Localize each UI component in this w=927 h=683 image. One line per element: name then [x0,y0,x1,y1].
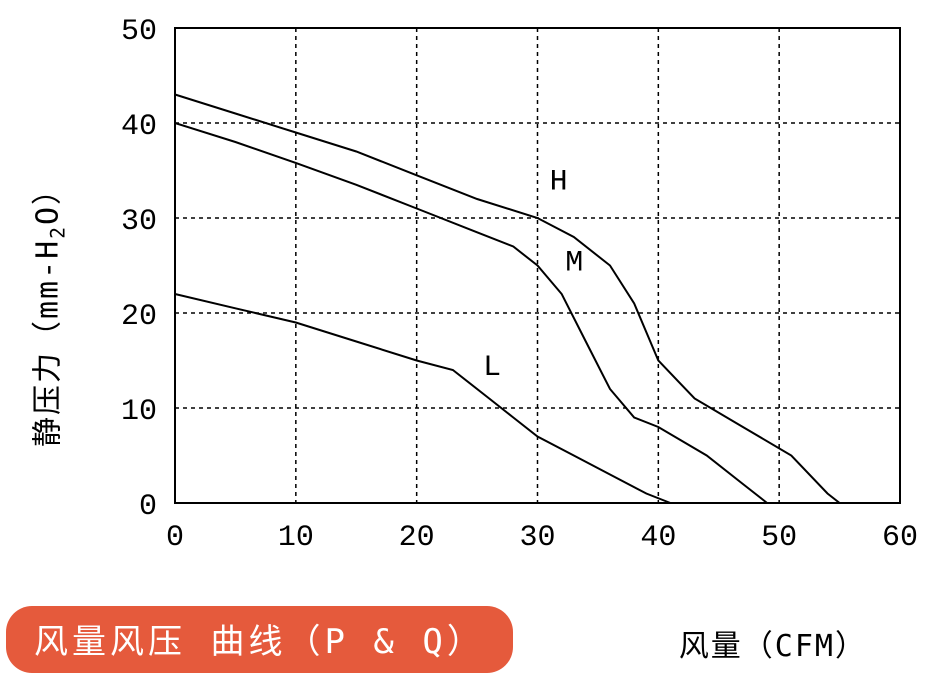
x-tick-label: 40 [640,521,676,555]
x-tick-label: 30 [519,521,555,555]
curve-label-l: L [483,351,501,385]
fan-curve-chart: 静压力（mm-H2O） 010203040506001020304050HML … [0,0,927,683]
x-tick-label: 0 [166,521,184,555]
curve-label-h: H [550,166,568,200]
y-axis-label: 静压力（mm-H2O） [23,173,70,447]
x-tick-label: 10 [278,521,314,555]
chart-title-badge: 风量风压 曲线（P & Q） [6,606,513,673]
x-axis-label: 风量（CFM） [679,621,867,665]
y-tick-label: 40 [121,110,157,144]
x-tick-label: 60 [882,521,918,555]
y-tick-label: 30 [121,205,157,239]
plot-area: 0 10 20 30 40 50 60 0 10 20 30 40 50 H M L [70,8,920,598]
y-tick-label: 20 [121,300,157,334]
x-tick-label: 50 [761,521,797,555]
y-tick-label: 0 [139,490,157,524]
x-tick-label: 20 [399,521,435,555]
curve-label-m: M [565,246,583,280]
y-tick-label: 10 [121,395,157,429]
y-tick-label: 50 [121,15,157,49]
